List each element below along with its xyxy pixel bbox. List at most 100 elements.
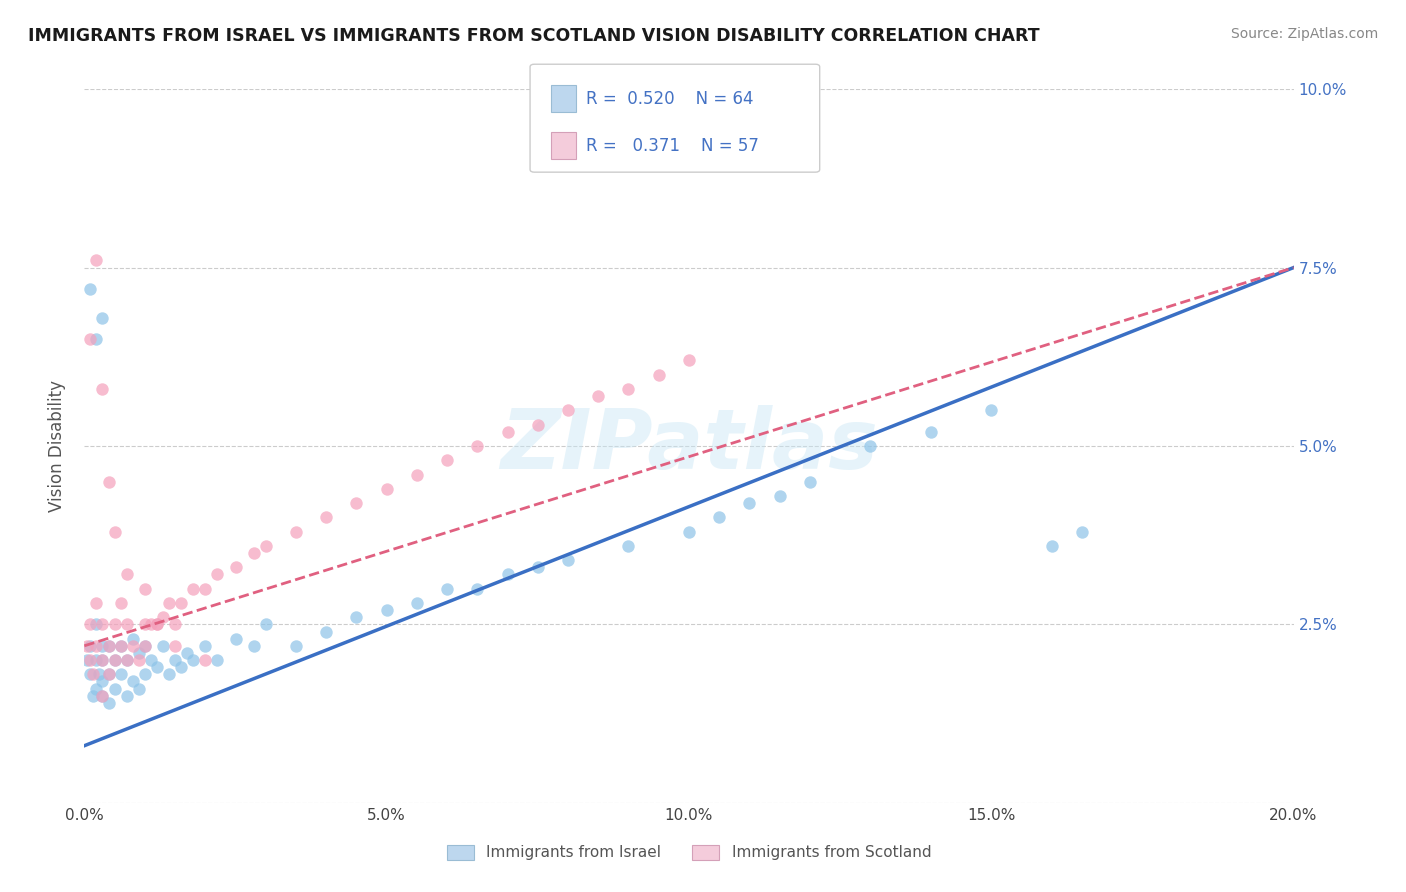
Point [104,681,127,696]
Point [557,553,579,567]
Point [859,439,882,453]
Point [86,617,108,632]
Point [194,653,217,667]
Point [115,653,138,667]
Point [920,425,942,439]
Point [104,653,127,667]
Point [315,624,337,639]
Point [86,596,108,610]
Point [110,596,132,610]
Point [678,524,700,539]
Y-axis label: Vision Disability: Vision Disability [48,380,66,512]
Point [406,596,429,610]
Point [91,653,114,667]
Point [91,653,114,667]
Point [97,667,120,681]
Text: ZIPatlas: ZIPatlas [501,406,877,486]
Point [134,582,156,596]
Point [617,382,640,396]
Point [139,617,162,632]
Point [738,496,761,510]
Point [110,667,132,681]
Point [91,617,114,632]
Point [527,417,550,432]
Point [91,639,114,653]
Point [97,639,120,653]
Point [79,617,101,632]
Point [76,639,98,653]
Point [157,667,180,681]
Point [91,382,114,396]
Text: R =  0.520    N = 64: R = 0.520 N = 64 [586,90,754,108]
Point [315,510,337,524]
Point [121,674,143,689]
Point [980,403,1002,417]
Point [97,696,120,710]
Point [86,332,108,346]
Point [115,689,138,703]
Point [104,617,127,632]
Point [467,582,489,596]
Point [170,660,193,674]
Point [89,667,111,681]
Point [97,639,120,653]
Point [176,646,198,660]
Point [152,639,174,653]
Point [769,489,792,503]
Point [139,653,162,667]
Text: Source: ZipAtlas.com: Source: ZipAtlas.com [1230,27,1378,41]
Point [436,453,458,467]
Point [207,567,229,582]
Point [115,617,138,632]
Point [436,582,458,596]
Point [617,539,640,553]
Point [110,639,132,653]
Point [1040,539,1063,553]
Point [165,653,187,667]
Text: IMMIGRANTS FROM ISRAEL VS IMMIGRANTS FROM SCOTLAND VISION DISABILITY CORRELATION: IMMIGRANTS FROM ISRAEL VS IMMIGRANTS FRO… [28,27,1040,45]
Point [121,632,143,646]
Point [134,667,156,681]
Point [527,560,550,574]
Legend: Immigrants from Israel, Immigrants from Scotland: Immigrants from Israel, Immigrants from … [440,838,938,866]
Point [134,639,156,653]
Point [225,632,247,646]
Point [207,653,229,667]
Point [146,617,169,632]
Point [76,653,98,667]
Point [467,439,489,453]
Point [91,674,114,689]
Point [82,667,104,681]
Point [346,496,368,510]
Point [152,610,174,624]
Point [557,403,579,417]
Point [91,310,114,325]
Point [97,475,120,489]
Point [588,389,610,403]
Point [97,667,120,681]
Point [79,667,101,681]
Point [91,689,114,703]
Point [170,596,193,610]
Point [157,596,180,610]
Point [648,368,671,382]
Point [678,353,700,368]
Point [79,639,101,653]
Point [165,639,187,653]
Point [104,524,127,539]
Point [406,467,429,482]
Point [346,610,368,624]
Point [181,582,204,596]
Point [799,475,821,489]
Point [194,582,217,596]
Point [146,617,169,632]
Point [86,253,108,268]
Point [128,653,150,667]
Point [128,646,150,660]
Point [225,560,247,574]
Point [91,689,114,703]
Point [375,482,398,496]
Text: R =   0.371    N = 57: R = 0.371 N = 57 [586,136,759,155]
Point [165,617,187,632]
Point [134,617,156,632]
